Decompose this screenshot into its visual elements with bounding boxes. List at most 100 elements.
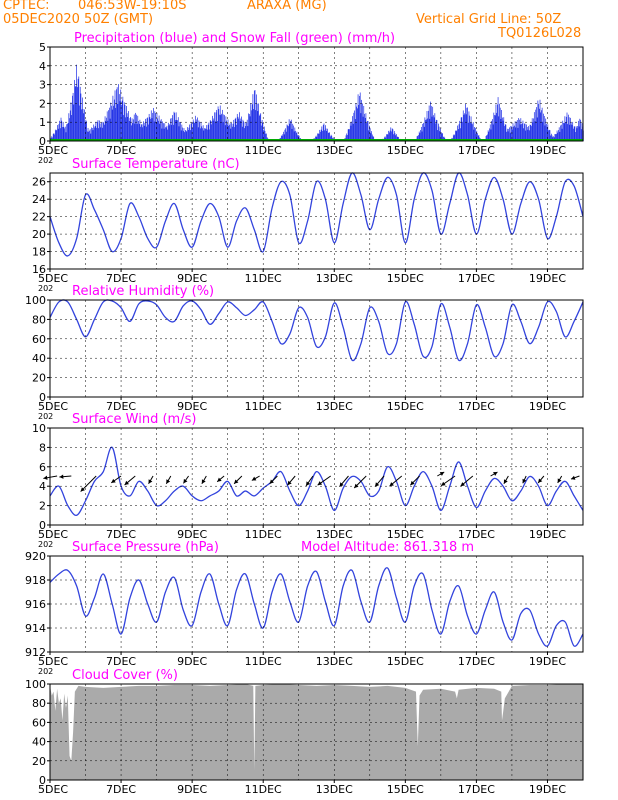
precip-bar	[443, 136, 445, 141]
precip-bar	[428, 105, 430, 141]
precip-bar	[283, 131, 284, 141]
precip-bar	[205, 129, 207, 141]
precip-bar	[166, 125, 168, 141]
wind-arrow-head	[124, 480, 129, 485]
precip-bar	[578, 126, 580, 141]
precip-bar	[63, 126, 65, 141]
precip-bar	[551, 133, 552, 141]
x-tick-label: 17DEC	[458, 528, 495, 541]
precip-bar	[330, 134, 332, 141]
precip-bar	[567, 124, 569, 141]
precip-bar	[128, 120, 130, 141]
precip-bar	[440, 132, 442, 141]
precip-bar	[365, 113, 367, 141]
precip-bar	[511, 126, 512, 141]
precip-bar	[387, 134, 389, 141]
precip-bar	[187, 130, 189, 141]
precip-bar	[358, 105, 360, 141]
precip-bar	[142, 127, 144, 141]
precip-bar	[455, 130, 456, 141]
precip-bar	[240, 118, 242, 141]
precip-bar	[256, 94, 257, 141]
precip-bar	[494, 115, 496, 141]
precip-bar	[84, 109, 85, 141]
precip-bar	[138, 120, 139, 141]
precip-bar	[530, 124, 532, 141]
precip-bar	[155, 112, 156, 141]
precip-bar	[508, 128, 510, 141]
precip-bar	[562, 120, 564, 141]
precip-bar	[62, 121, 64, 141]
precip-bar	[190, 130, 191, 141]
precip-bar	[466, 107, 468, 141]
precip-bar	[422, 123, 424, 141]
precip-bar	[288, 126, 289, 141]
precip-bar	[432, 106, 434, 141]
precip-bar	[92, 130, 94, 141]
precip-bar	[217, 106, 219, 141]
precip-bar	[286, 124, 288, 141]
precip-bar	[192, 128, 193, 141]
precip-bar	[506, 128, 508, 141]
precip-bar	[542, 121, 544, 141]
precip-bar	[522, 120, 524, 141]
wind-arrow-head	[410, 480, 415, 486]
precip-bar	[323, 123, 325, 141]
precip-bar	[544, 125, 546, 141]
precip-bar	[417, 135, 419, 141]
precip-bar	[345, 135, 347, 141]
precip-bar	[370, 133, 372, 141]
precip-bar	[441, 133, 443, 141]
x-tick-label: 9DEC	[177, 783, 207, 796]
precip-bar	[452, 135, 454, 141]
precip-bar	[487, 130, 489, 141]
precip-bar	[102, 121, 104, 141]
precip-bar	[221, 113, 222, 141]
precip-bar	[537, 100, 539, 141]
precip-bar	[478, 135, 480, 141]
precip-bar	[80, 93, 82, 141]
precip-bar	[203, 130, 205, 141]
precip-bar	[261, 125, 262, 141]
precip-bar	[89, 130, 90, 141]
y-tick-label: 912	[25, 646, 46, 659]
precip-bar	[495, 104, 497, 141]
y-tick-label: 2	[39, 97, 46, 110]
precip-bar	[285, 128, 286, 141]
precip-bar	[145, 118, 146, 141]
precip-bar	[295, 130, 296, 141]
precip-bar	[236, 113, 238, 141]
y-tick-label: 3	[39, 79, 46, 92]
x-tick-label: 9DEC	[177, 272, 207, 285]
y-tick-label: 100	[25, 678, 46, 691]
precip-bar	[251, 104, 253, 141]
precip-bar	[515, 127, 517, 141]
wind-arrow-head	[375, 482, 380, 487]
precip-bar	[472, 124, 473, 141]
precip-bar	[361, 103, 363, 141]
precip-bar	[298, 135, 299, 141]
precip-bar	[263, 126, 265, 141]
x-tick-label: 19DEC	[529, 400, 566, 413]
x-tick-label: 7DEC	[106, 528, 136, 541]
precip-bar	[105, 120, 107, 141]
precip-bar	[179, 121, 181, 141]
precip-bar	[184, 132, 186, 141]
precip-bar	[135, 114, 137, 141]
precip-bar	[568, 114, 569, 141]
precip-bar	[425, 119, 427, 141]
x-tick-label: 11DEC	[245, 400, 282, 413]
precip-bar	[210, 121, 212, 141]
precip-bar	[209, 129, 210, 141]
y-tick-label: 100	[25, 294, 46, 307]
precip-bar	[504, 124, 506, 141]
precip-bar	[454, 135, 456, 141]
precip-bar	[153, 107, 154, 141]
precip-bar	[140, 126, 141, 141]
precip-bar	[104, 124, 105, 141]
precip-bar	[233, 119, 235, 141]
x-tick-label: 5DEC	[38, 783, 68, 796]
precip-bar	[356, 106, 358, 141]
precip-bar	[572, 121, 574, 141]
wind-speed-line	[49, 446, 584, 516]
